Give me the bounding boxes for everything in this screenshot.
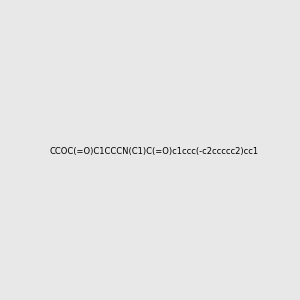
Text: CCOC(=O)C1CCCN(C1)C(=O)c1ccc(-c2ccccc2)cc1: CCOC(=O)C1CCCN(C1)C(=O)c1ccc(-c2ccccc2)c… (49, 147, 258, 156)
